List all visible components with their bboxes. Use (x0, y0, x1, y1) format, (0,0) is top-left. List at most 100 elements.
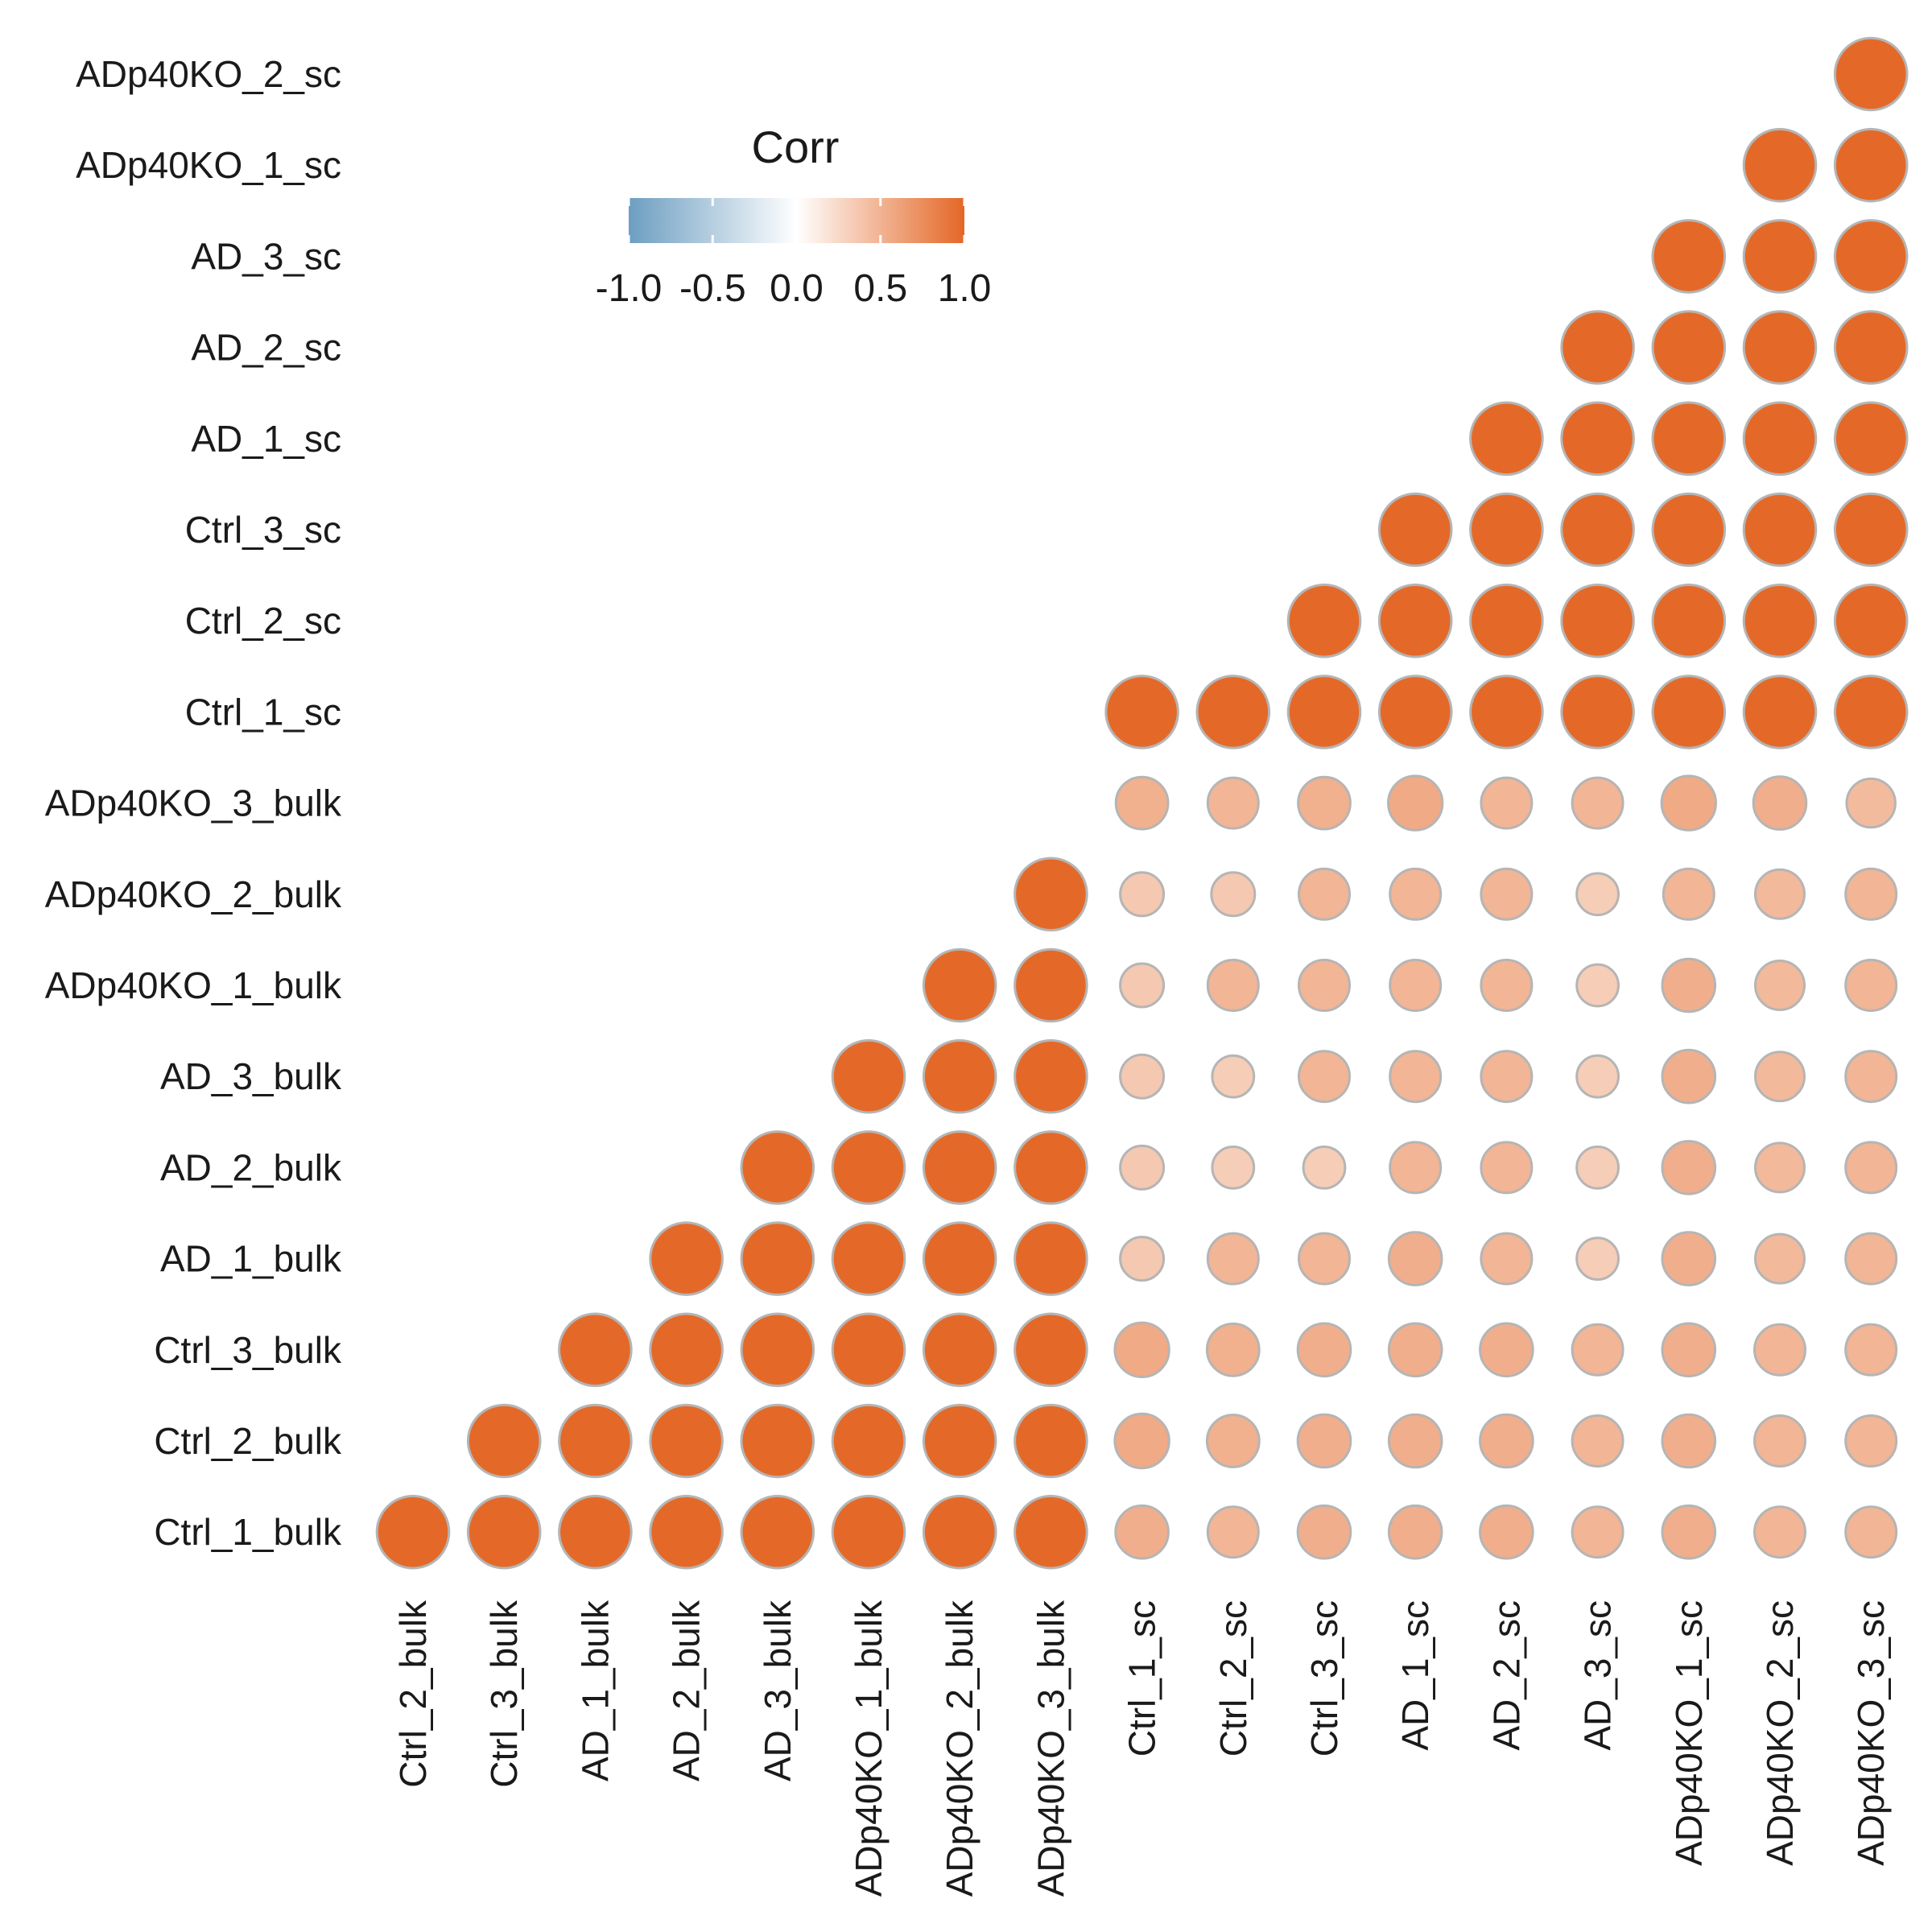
corr-cell-AD_3_bulk-ADp40KO_2_sc (1754, 1051, 1806, 1103)
corr-cell-AD_2_bulk-Ctrl_3_sc (1302, 1146, 1347, 1190)
corr-cell-AD_1_bulk-Ctrl_3_sc (1298, 1232, 1351, 1286)
corr-cell-ADp40KO_1_bulk-Ctrl_2_sc (1206, 959, 1260, 1012)
col-label: Ctrl_1_sc (1121, 1600, 1163, 1757)
corr-cell-AD_2_bulk-ADp40KO_2_bulk (922, 1130, 997, 1205)
corr-cell-ADp40KO_1_bulk-ADp40KO_2_sc (1754, 960, 1806, 1011)
row-label: ADp40KO_1_sc (76, 144, 341, 186)
corr-cell-ADp40KO_2_bulk-AD_2_sc (1480, 867, 1534, 921)
corr-cell-Ctrl_1_bulk-AD_2_bulk (649, 1494, 724, 1570)
corr-cell-Ctrl_2_bulk-Ctrl_1_sc (1113, 1412, 1170, 1470)
corr-cell-Ctrl_3_sc-AD_3_sc (1560, 492, 1635, 568)
corr-cell-Ctrl_1_bulk-AD_3_bulk (740, 1494, 815, 1570)
corr-cell-ADp40KO_1_sc-ADp40KO_3_sc (1833, 127, 1909, 203)
corr-cell-ADp40KO_2_sc-ADp40KO_3_sc (1833, 36, 1909, 112)
corr-cell-ADp40KO_2_bulk-ADp40KO_2_sc (1754, 868, 1806, 920)
corr-cell-ADp40KO_3_bulk-ADp40KO_1_sc (1660, 774, 1718, 832)
corr-cell-Ctrl_2_bulk-ADp40KO_1_sc (1661, 1413, 1717, 1469)
corr-cell-Ctrl_1_bulk-Ctrl_3_sc (1296, 1504, 1352, 1560)
corr-cell-ADp40KO_3_bulk-AD_2_sc (1480, 776, 1534, 830)
corr-cell-Ctrl_1_bulk-Ctrl_1_sc (1114, 1504, 1170, 1560)
corr-cell-Ctrl_1_bulk-Ctrl_2_bulk (375, 1494, 451, 1570)
corr-cell-Ctrl_2_bulk-ADp40KO_3_sc (1844, 1414, 1898, 1468)
corr-cell-Ctrl_3_sc-AD_2_sc (1469, 492, 1544, 568)
corr-cell-AD_1_bulk-AD_1_sc (1387, 1231, 1443, 1286)
corr-cell-Ctrl_1_sc-AD_3_sc (1560, 675, 1635, 749)
row-label: AD_2_bulk (160, 1146, 342, 1188)
corr-cell-Ctrl_3_bulk-ADp40KO_3_bulk (1013, 1312, 1088, 1388)
corr-cell-AD_3_bulk-AD_1_sc (1389, 1050, 1443, 1104)
corr-cell-AD_2_sc-ADp40KO_2_sc (1742, 310, 1818, 385)
corr-cell-ADp40KO_3_bulk-AD_3_sc (1571, 776, 1624, 830)
corr-cell-ADp40KO_2_bulk-ADp40KO_3_bulk (1013, 857, 1088, 932)
corr-cell-ADp40KO_2_bulk-ADp40KO_1_sc (1662, 867, 1715, 921)
corr-cell-Ctrl_2_bulk-Ctrl_2_sc (1205, 1414, 1261, 1468)
corr-cell-AD_2_bulk-ADp40KO_1_sc (1661, 1140, 1717, 1195)
corr-cell-ADp40KO_3_bulk-Ctrl_1_sc (1114, 775, 1170, 831)
col-label: Ctrl_3_sc (1303, 1600, 1345, 1757)
corr-cell-AD_1_sc-ADp40KO_3_sc (1833, 401, 1909, 477)
corr-cell-Ctrl_2_sc-AD_3_sc (1560, 583, 1635, 658)
corr-cell-Ctrl_1_sc-AD_2_sc (1469, 675, 1544, 749)
corr-cell-ADp40KO_2_bulk-ADp40KO_3_sc (1844, 867, 1898, 921)
corr-cell-ADp40KO_1_bulk-AD_3_sc (1575, 963, 1620, 1008)
corr-cell-Ctrl_1_bulk-AD_1_bulk (558, 1494, 633, 1570)
corr-cell-AD_1_sc-AD_3_sc (1560, 401, 1635, 477)
corr-cell-ADp40KO_3_bulk-AD_1_sc (1387, 774, 1444, 832)
legend-tick-label: -0.5 (679, 267, 746, 310)
corr-cell-ADp40KO_2_bulk-Ctrl_3_sc (1298, 867, 1351, 921)
corr-cell-Ctrl_2_bulk-ADp40KO_3_bulk (1013, 1403, 1088, 1479)
col-label: AD_2_sc (1485, 1600, 1527, 1751)
corr-cell-Ctrl_3_bulk-ADp40KO_2_bulk (922, 1312, 997, 1388)
corr-cell-AD_3_bulk-ADp40KO_1_sc (1661, 1048, 1717, 1104)
corr-cell-ADp40KO_3_bulk-Ctrl_2_sc (1206, 776, 1260, 830)
correlation-cells (375, 36, 1909, 1570)
legend-tick-label: 0.0 (770, 267, 824, 310)
row-label: ADp40KO_3_bulk (45, 782, 342, 824)
corr-cell-AD_2_sc-ADp40KO_1_sc (1651, 310, 1727, 385)
row-label: AD_3_sc (191, 235, 341, 277)
corr-cell-ADp40KO_3_bulk-Ctrl_3_sc (1297, 775, 1352, 831)
corr-cell-Ctrl_1_bulk-ADp40KO_1_sc (1661, 1504, 1717, 1560)
corr-cell-AD_1_bulk-ADp40KO_1_bulk (831, 1221, 906, 1296)
corr-cell-AD_3_bulk-Ctrl_3_sc (1298, 1050, 1351, 1104)
col-label: Ctrl_2_sc (1212, 1600, 1254, 1757)
corr-cell-Ctrl_1_sc-ADp40KO_1_sc (1651, 675, 1727, 749)
corr-cell-AD_3_sc-ADp40KO_2_sc (1742, 219, 1818, 294)
corr-cell-ADp40KO_2_bulk-Ctrl_2_sc (1210, 871, 1257, 918)
corr-cell-AD_1_sc-ADp40KO_2_sc (1742, 401, 1818, 477)
corr-cell-ADp40KO_2_bulk-AD_3_sc (1575, 872, 1620, 917)
corr-cell-ADp40KO_3_bulk-ADp40KO_2_sc (1752, 775, 1808, 831)
corr-cell-AD_3_bulk-AD_3_sc (1575, 1054, 1620, 1099)
row-labels: ADp40KO_2_sc ADp40KO_1_sc AD_3_sc AD_2_sc AD… (45, 53, 342, 1553)
corr-cell-AD_1_bulk-Ctrl_2_sc (1206, 1232, 1260, 1286)
col-label: Ctrl_3_bulk (483, 1600, 525, 1788)
corr-cell-ADp40KO_1_bulk-AD_1_sc (1389, 959, 1443, 1012)
corr-cell-Ctrl_3_bulk-AD_1_bulk (558, 1312, 633, 1388)
corr-cell-ADp40KO_2_bulk-Ctrl_1_sc (1119, 871, 1166, 918)
corr-cell-Ctrl_3_sc-ADp40KO_2_sc (1742, 492, 1818, 568)
corr-cell-Ctrl_3_bulk-AD_1_sc (1387, 1322, 1443, 1378)
legend: Corr -1.0 -0.5 0.0 0.5 1.0 (596, 122, 992, 310)
corr-cell-AD_3_bulk-Ctrl_1_sc (1119, 1053, 1166, 1100)
corr-cell-Ctrl_3_bulk-ADp40KO_1_sc (1661, 1322, 1717, 1378)
corr-cell-AD_1_bulk-AD_2_sc (1480, 1232, 1534, 1286)
corr-cell-ADp40KO_1_bulk-Ctrl_1_sc (1119, 962, 1166, 1009)
corr-cell-AD_2_sc-ADp40KO_3_sc (1833, 310, 1909, 385)
col-label: ADp40KO_3_sc (1850, 1600, 1892, 1866)
corr-cell-AD_1_bulk-ADp40KO_2_sc (1754, 1232, 1806, 1285)
legend-ticks: -1.0 -0.5 0.0 0.5 1.0 (596, 198, 991, 310)
corr-cell-Ctrl_3_bulk-AD_3_bulk (740, 1312, 815, 1388)
corr-cell-Ctrl_2_bulk-AD_2_sc (1479, 1413, 1534, 1469)
corr-cell-AD_1_bulk-AD_3_bulk (740, 1221, 815, 1296)
legend-tick-label: 0.5 (853, 267, 907, 310)
corr-cell-AD_3_sc-ADp40KO_1_sc (1651, 219, 1727, 294)
corr-cell-Ctrl_3_bulk-ADp40KO_1_bulk (831, 1312, 906, 1388)
corr-cell-Ctrl_1_bulk-ADp40KO_3_bulk (1013, 1494, 1088, 1570)
corr-cell-Ctrl_2_sc-AD_2_sc (1469, 583, 1544, 658)
corr-cell-Ctrl_1_bulk-Ctrl_2_sc (1206, 1505, 1260, 1559)
corr-cell-Ctrl_2_sc-ADp40KO_1_sc (1651, 583, 1727, 658)
corr-cell-Ctrl_2_bulk-AD_3_bulk (740, 1403, 815, 1479)
col-label: ADp40KO_1_bulk (848, 1600, 890, 1897)
corr-cell-ADp40KO_2_bulk-AD_1_sc (1389, 867, 1443, 921)
corr-cell-Ctrl_1_sc-AD_1_sc (1377, 675, 1453, 749)
